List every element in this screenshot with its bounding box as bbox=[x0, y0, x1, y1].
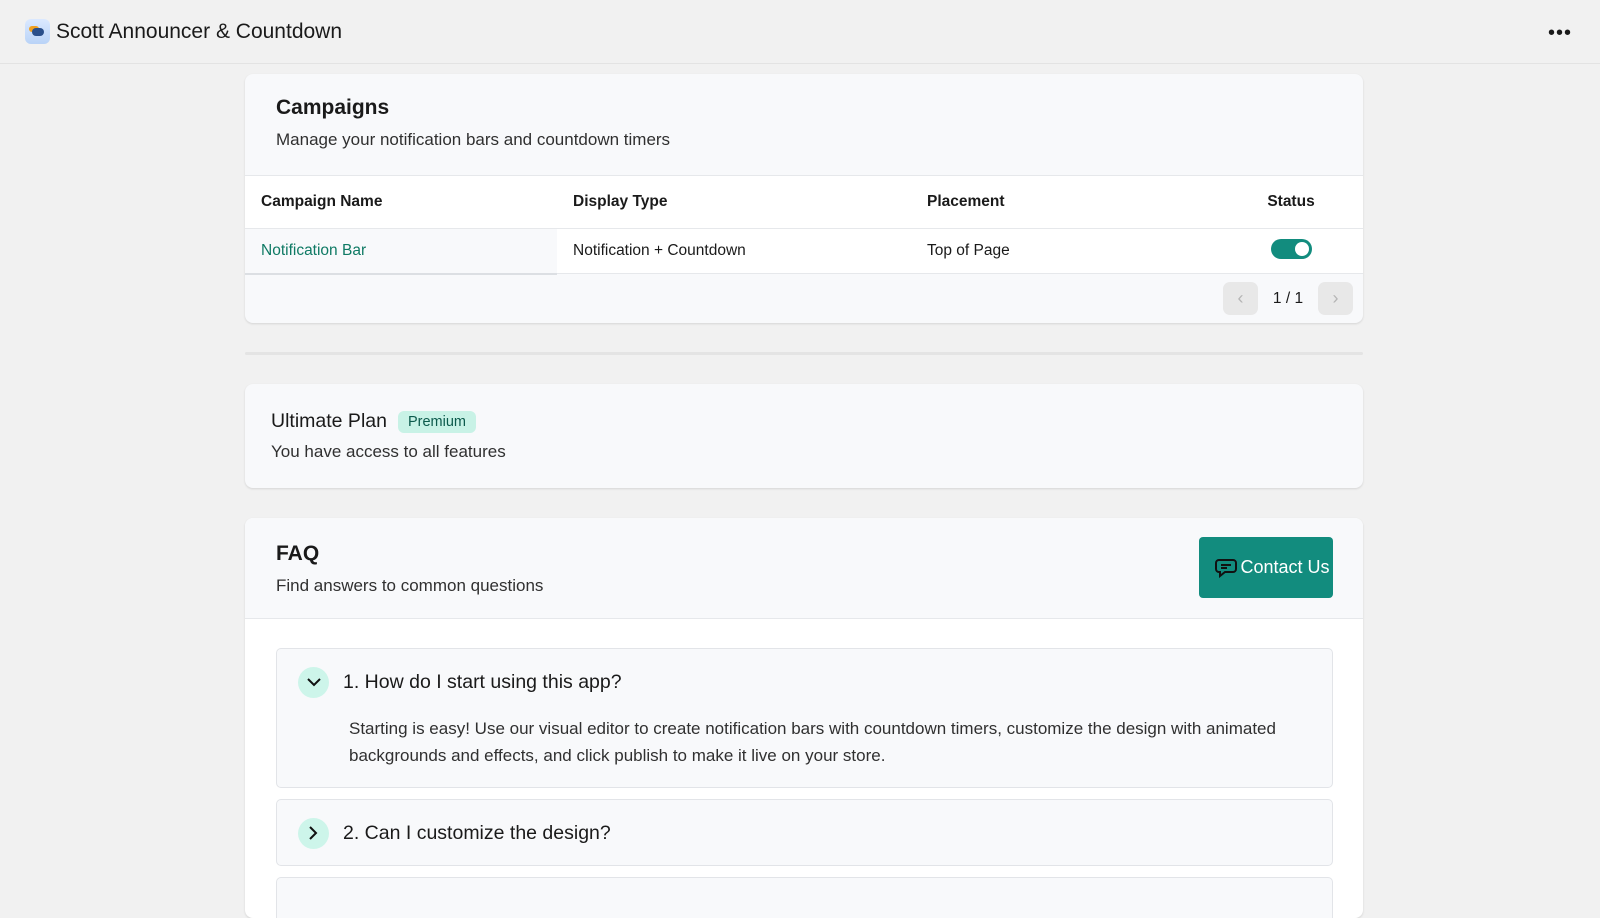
plan-badge: Premium bbox=[397, 410, 476, 433]
plan-card: Ultimate Plan Premium You have access to… bbox=[245, 384, 1363, 488]
chevron-down-icon bbox=[298, 666, 329, 698]
chevron-right-icon bbox=[298, 817, 329, 849]
faq-item bbox=[276, 877, 1333, 918]
campaigns-title: Campaigns bbox=[276, 96, 390, 119]
column-header-status: Status bbox=[1219, 175, 1363, 229]
table-row: Notification Bar Notification + Countdow… bbox=[245, 228, 1363, 275]
column-header-name: Campaign Name bbox=[245, 175, 557, 229]
campaigns-table: Campaign Name Display Type Placement Sta… bbox=[245, 175, 1363, 275]
faq-question[interactable]: 2. Can I customize the design? bbox=[277, 800, 1332, 866]
campaigns-subtitle: Manage your notification bars and countd… bbox=[276, 130, 671, 149]
column-header-display-type: Display Type bbox=[557, 175, 911, 229]
app-logo-icon bbox=[25, 19, 50, 44]
page-indicator: 1 / 1 bbox=[1272, 289, 1304, 307]
chat-bubble-icon bbox=[1215, 558, 1237, 578]
contact-us-button[interactable]: Contact Us bbox=[1199, 537, 1333, 598]
faq-item: 1. How do I start using this app? Starti… bbox=[276, 648, 1333, 788]
faq-item: 2. Can I customize the design? bbox=[276, 799, 1333, 866]
display-type-cell: Notification + Countdown bbox=[557, 228, 911, 274]
faq-question[interactable]: 1. How do I start using this app? bbox=[277, 649, 1332, 715]
plan-subtitle: You have access to all features bbox=[271, 442, 506, 461]
campaigns-card: Campaigns Manage your notification bars … bbox=[245, 74, 1363, 323]
faq-answer: Starting is easy! Use our visual editor … bbox=[349, 719, 1276, 765]
app-title: Scott Announcer & Countdown bbox=[56, 19, 343, 43]
column-header-placement: Placement bbox=[911, 175, 1219, 229]
pagination: ‹ 1 / 1 › bbox=[1223, 282, 1353, 315]
status-toggle[interactable] bbox=[1270, 238, 1312, 259]
previous-page-button[interactable]: ‹ bbox=[1223, 282, 1258, 315]
more-horizontal-icon[interactable]: ••• bbox=[1547, 22, 1572, 44]
top-bar: Scott Announcer & Countdown ••• bbox=[0, 0, 1600, 64]
faq-card: FAQ Find answers to common questions Con… bbox=[245, 518, 1363, 918]
placement-cell: Top of Page bbox=[911, 228, 1219, 274]
campaign-name-link[interactable]: Notification Bar bbox=[261, 241, 367, 259]
faq-title: FAQ bbox=[276, 542, 320, 565]
next-page-button[interactable]: › bbox=[1318, 282, 1353, 315]
faq-subtitle: Find answers to common questions bbox=[276, 576, 544, 595]
plan-title: Ultimate Plan bbox=[271, 410, 387, 432]
divider bbox=[245, 352, 1363, 355]
